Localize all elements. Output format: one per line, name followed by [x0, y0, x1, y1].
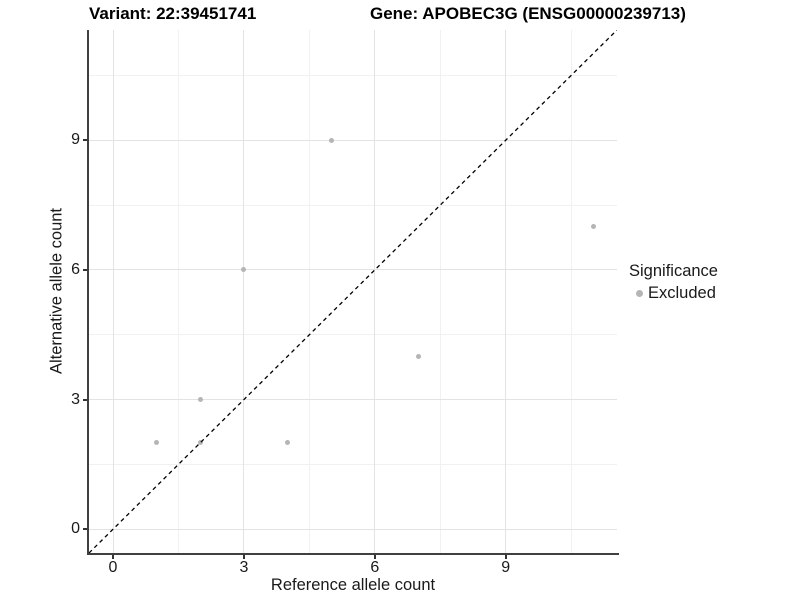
x-major-gridline — [112, 30, 114, 553]
data-point — [197, 440, 203, 446]
x-major-gridline — [374, 30, 376, 553]
y-major-gridline — [89, 528, 617, 530]
x-major-gridline — [505, 30, 507, 553]
y-tick-label: 0 — [71, 520, 80, 538]
y-axis-title: Alternative allele count — [47, 207, 66, 375]
data-point — [415, 353, 421, 359]
y-major-gridline — [89, 269, 617, 271]
x-minor-gridline — [570, 30, 572, 553]
y-tick-mark — [83, 398, 87, 401]
x-tick-label: 3 — [239, 559, 249, 576]
x-tick-mark — [504, 555, 507, 559]
y-major-gridline — [89, 139, 617, 141]
variant-title: Variant: 22:39451741 — [89, 4, 257, 23]
y-tick-label: 6 — [71, 260, 80, 278]
x-tick-label: 6 — [370, 559, 380, 576]
x-tick-mark — [242, 555, 245, 559]
legend-item-excluded: Excluded — [636, 284, 718, 303]
x-major-gridline — [243, 30, 245, 553]
x-minor-gridline — [308, 30, 310, 553]
y-minor-gridline — [89, 204, 617, 206]
x-tick-mark — [112, 555, 114, 559]
legend: Significance Excluded — [629, 262, 718, 303]
data-point — [590, 224, 596, 230]
data-point — [285, 440, 291, 446]
y-minor-gridline — [89, 463, 617, 465]
data-point — [328, 137, 334, 143]
x-minor-gridline — [177, 30, 179, 553]
y-major-gridline — [89, 399, 617, 401]
gene-title: Gene: APOBEC3G (ENSG00000239713) — [370, 4, 686, 23]
x-axis-line — [87, 553, 619, 555]
legend-title: Significance — [629, 262, 718, 280]
x-tick-mark — [373, 555, 376, 559]
data-point — [241, 267, 247, 273]
x-minor-gridline — [439, 30, 441, 553]
y-tick-label: 9 — [71, 131, 80, 149]
identity-dashed-line — [89, 30, 617, 553]
x-tick-label: 9 — [501, 559, 511, 576]
y-axis-line — [87, 30, 89, 555]
legend-item-label: Excluded — [648, 284, 716, 302]
y-minor-gridline — [89, 74, 617, 76]
x-tick-label: 0 — [108, 559, 118, 576]
data-point — [197, 397, 203, 403]
y-tick-mark — [83, 528, 87, 531]
y-minor-gridline — [89, 334, 617, 336]
x-axis-title: Reference allele count — [270, 576, 436, 594]
legend-swatch-icon — [636, 290, 643, 297]
y-tick-mark — [83, 268, 87, 271]
plot-panel — [89, 30, 617, 553]
y-tick-label: 3 — [71, 390, 80, 408]
y-tick-mark — [83, 139, 87, 142]
data-point — [154, 440, 160, 446]
